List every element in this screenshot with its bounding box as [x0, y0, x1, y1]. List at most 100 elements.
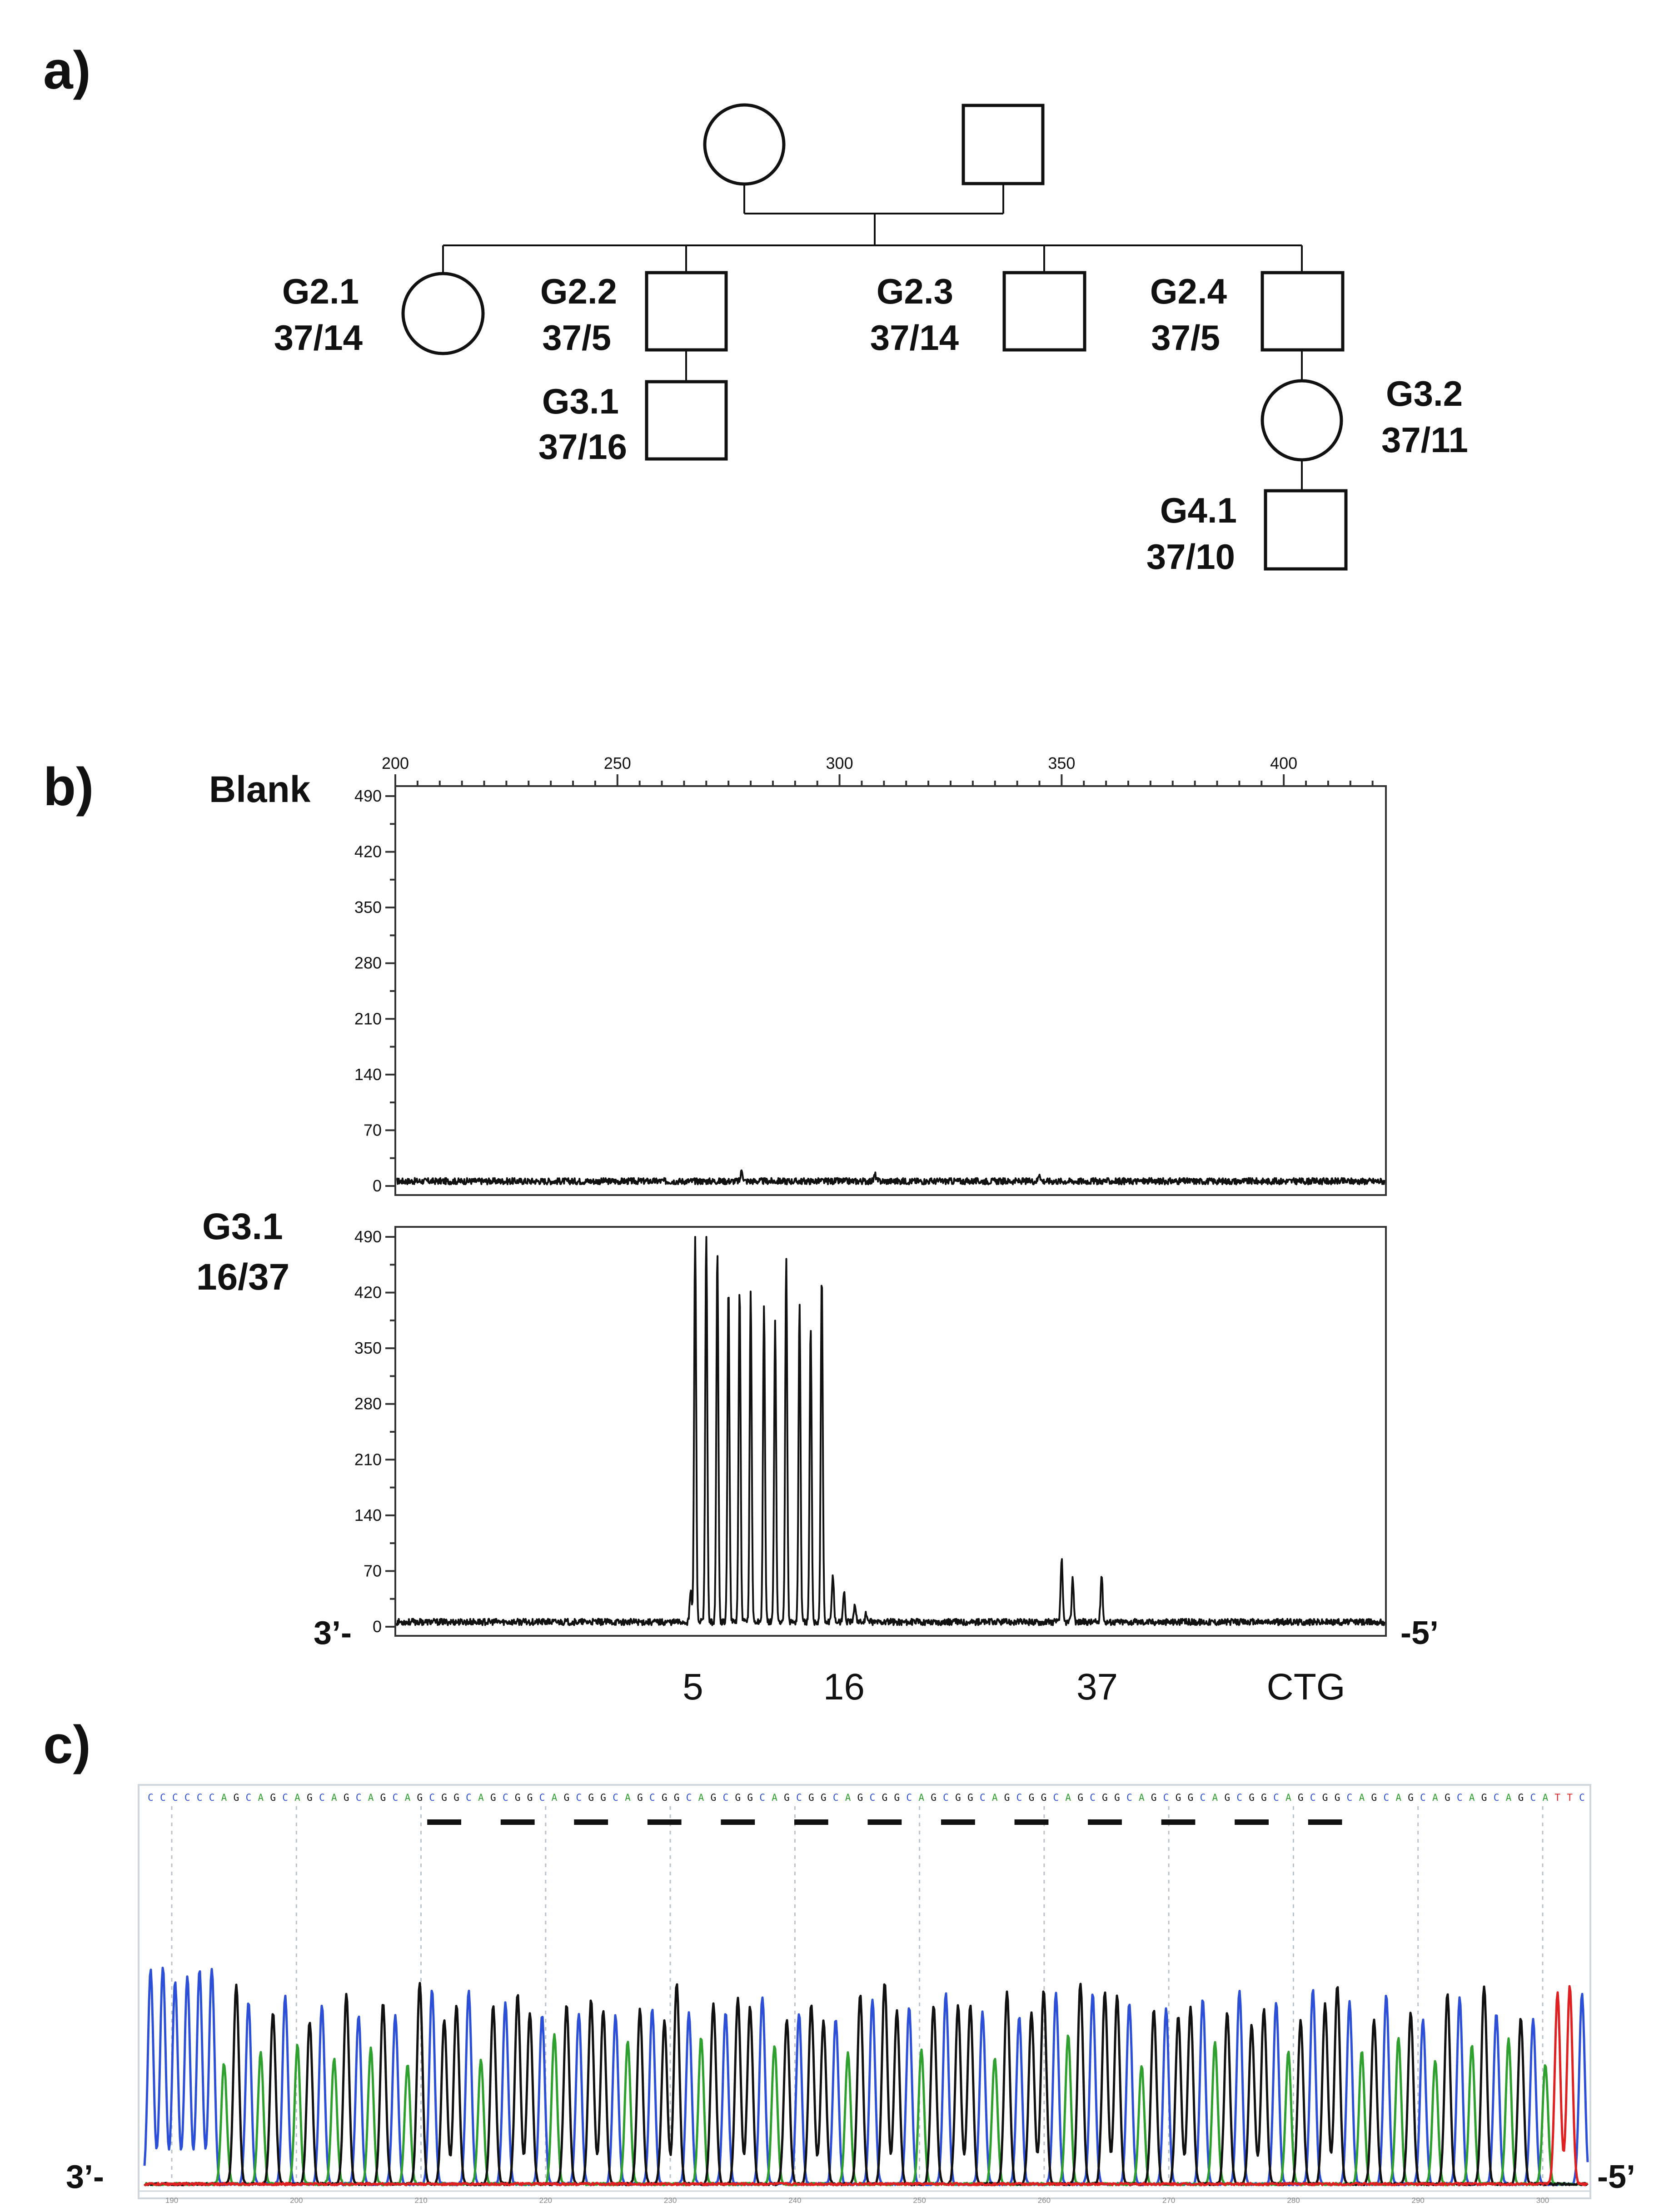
base-call: A [1432, 1792, 1438, 1803]
individual-g2-3-square [1002, 271, 1086, 352]
individual-g2-1-circle [401, 272, 485, 355]
individual-g2-3-genotype: 37/14 [870, 318, 959, 358]
base-call: C [282, 1792, 288, 1803]
base-call: C [1163, 1792, 1169, 1803]
g3-1-chart-repeat-label: 37 [1076, 1666, 1118, 1708]
chromatogram-traces [143, 1967, 1589, 2187]
base-call: G [417, 1792, 423, 1803]
panel-b-letter: b) [43, 757, 94, 817]
panel-b-fragment-analysis: b) Blank 200 250 300 350 400 0 70 140 210 280 350… [43, 754, 1439, 1708]
base-call: A [625, 1792, 631, 1803]
base-call: A [221, 1792, 227, 1803]
blank-chart-y-tick-label: 350 [354, 898, 382, 917]
base-call: G [1102, 1792, 1108, 1803]
base-call: C [184, 1792, 190, 1803]
base-call: A [258, 1792, 264, 1803]
base-call: A [1065, 1792, 1071, 1803]
individual-g2-4-label: G2.4 [1150, 271, 1227, 311]
position-tick-label: 210 [414, 2196, 427, 2205]
base-call: A [845, 1792, 851, 1803]
position-tick-label: 290 [1412, 2196, 1425, 2205]
position-tick-label: 300 [1536, 2196, 1549, 2205]
base-call: G [735, 1792, 741, 1803]
g3-1-chart-y-tick-label: 350 [354, 1339, 382, 1357]
base-call: G [490, 1792, 496, 1803]
base-call: C [1457, 1792, 1463, 1803]
base-call: G [711, 1792, 717, 1803]
base-call: G [1077, 1792, 1083, 1803]
base-call: G [453, 1792, 459, 1803]
base-call: G [674, 1792, 680, 1803]
base-call: A [552, 1792, 558, 1803]
blank-chart-x-tick-label: 300 [826, 754, 853, 772]
position-tick-label: 200 [290, 2196, 303, 2205]
individual-g2-1-label: G2.1 [282, 271, 359, 311]
base-call: A [1395, 1792, 1401, 1803]
g3-1-chart-title: G3.1 [202, 1206, 283, 1247]
g3-1-chart-y-axis: 0 70 140 210 280 350 420 490 [354, 1227, 395, 1636]
position-tick-label: 260 [1038, 2196, 1051, 2205]
base-call: G [1481, 1792, 1487, 1803]
base-call: C [429, 1792, 435, 1803]
base-call: G [564, 1792, 570, 1803]
base-call: C [246, 1792, 252, 1803]
base-call: G [1004, 1792, 1010, 1803]
base-call: C [160, 1792, 166, 1803]
base-call: A [1469, 1792, 1475, 1803]
base-call: C [172, 1792, 178, 1803]
base-call: C [539, 1792, 545, 1803]
blank-chart-y-tick-label: 140 [354, 1065, 382, 1084]
blank-chart-y-tick-label: 0 [373, 1176, 382, 1195]
panel-a-pedigree: a) G2.1 37/14 G2.2 37/5 G2.3 37/14 G2.4 … [43, 40, 1468, 577]
base-call: C [1236, 1792, 1242, 1803]
base-call: G [955, 1792, 961, 1803]
base-call: G [882, 1792, 888, 1803]
position-tick-label: 240 [788, 2196, 801, 2205]
individual-g1-mother-circle [703, 103, 786, 186]
g3-1-chart-y-tick-label: 420 [354, 1283, 382, 1302]
base-call: G [1408, 1792, 1414, 1803]
base-call: A [918, 1792, 924, 1803]
individual-g1-father-square [962, 104, 1045, 185]
base-call: C [148, 1792, 154, 1803]
g3-1-chart-y-tick-label: 210 [354, 1450, 382, 1469]
blank-chart-x-tick-label: 200 [382, 754, 409, 772]
base-position-ticks: 190 200 210 220 230 240 250 260 270 280 290 300 [165, 2196, 1549, 2205]
base-call: G [527, 1792, 533, 1803]
trace-t [144, 1985, 1589, 2187]
base-call: G [1518, 1792, 1524, 1803]
blank-chart-x-tick-label: 400 [1270, 754, 1297, 772]
base-call: C [1053, 1792, 1059, 1803]
panel-c-right-strand-label: -5’ [1597, 2159, 1635, 2195]
base-call: G [637, 1792, 643, 1803]
individual-g2-2-genotype: 37/5 [542, 318, 611, 358]
base-call: A [1542, 1792, 1548, 1803]
base-call: C [796, 1792, 802, 1803]
panel-b-left-strand-label: 3’- [314, 1615, 352, 1651]
position-tick-label: 250 [913, 2196, 926, 2205]
base-call: G [967, 1792, 973, 1803]
base-call: G [857, 1792, 863, 1803]
blank-chart-y-tick-label: 280 [354, 954, 382, 972]
blank-trace-chart: Blank 200 250 300 350 400 0 70 140 210 280 350 420… [209, 754, 1387, 1196]
base-call: G [784, 1792, 790, 1803]
base-call: G [1114, 1792, 1120, 1803]
blank-chart-y-tick-label: 490 [354, 787, 382, 805]
base-call: G [234, 1792, 239, 1803]
base-call: C [576, 1792, 582, 1803]
base-call: A [294, 1792, 300, 1803]
blank-chart-y-tick-label: 70 [364, 1121, 382, 1139]
base-call: C [356, 1792, 362, 1803]
panel-a-letter: a) [43, 40, 91, 100]
g3-1-chart-repeat-labels: 5 16 37 CTG [683, 1666, 1345, 1708]
individual-g3-2-label: G3.2 [1386, 374, 1463, 414]
base-call: G [1445, 1792, 1450, 1803]
individual-g3-1-genotype: 37/16 [538, 427, 627, 467]
base-call: C [613, 1792, 618, 1803]
base-call: C [1200, 1792, 1206, 1803]
individual-g2-1-genotype: 37/14 [274, 318, 363, 358]
base-call: G [747, 1792, 753, 1803]
base-call: G [1176, 1792, 1181, 1803]
base-call: C [870, 1792, 876, 1803]
